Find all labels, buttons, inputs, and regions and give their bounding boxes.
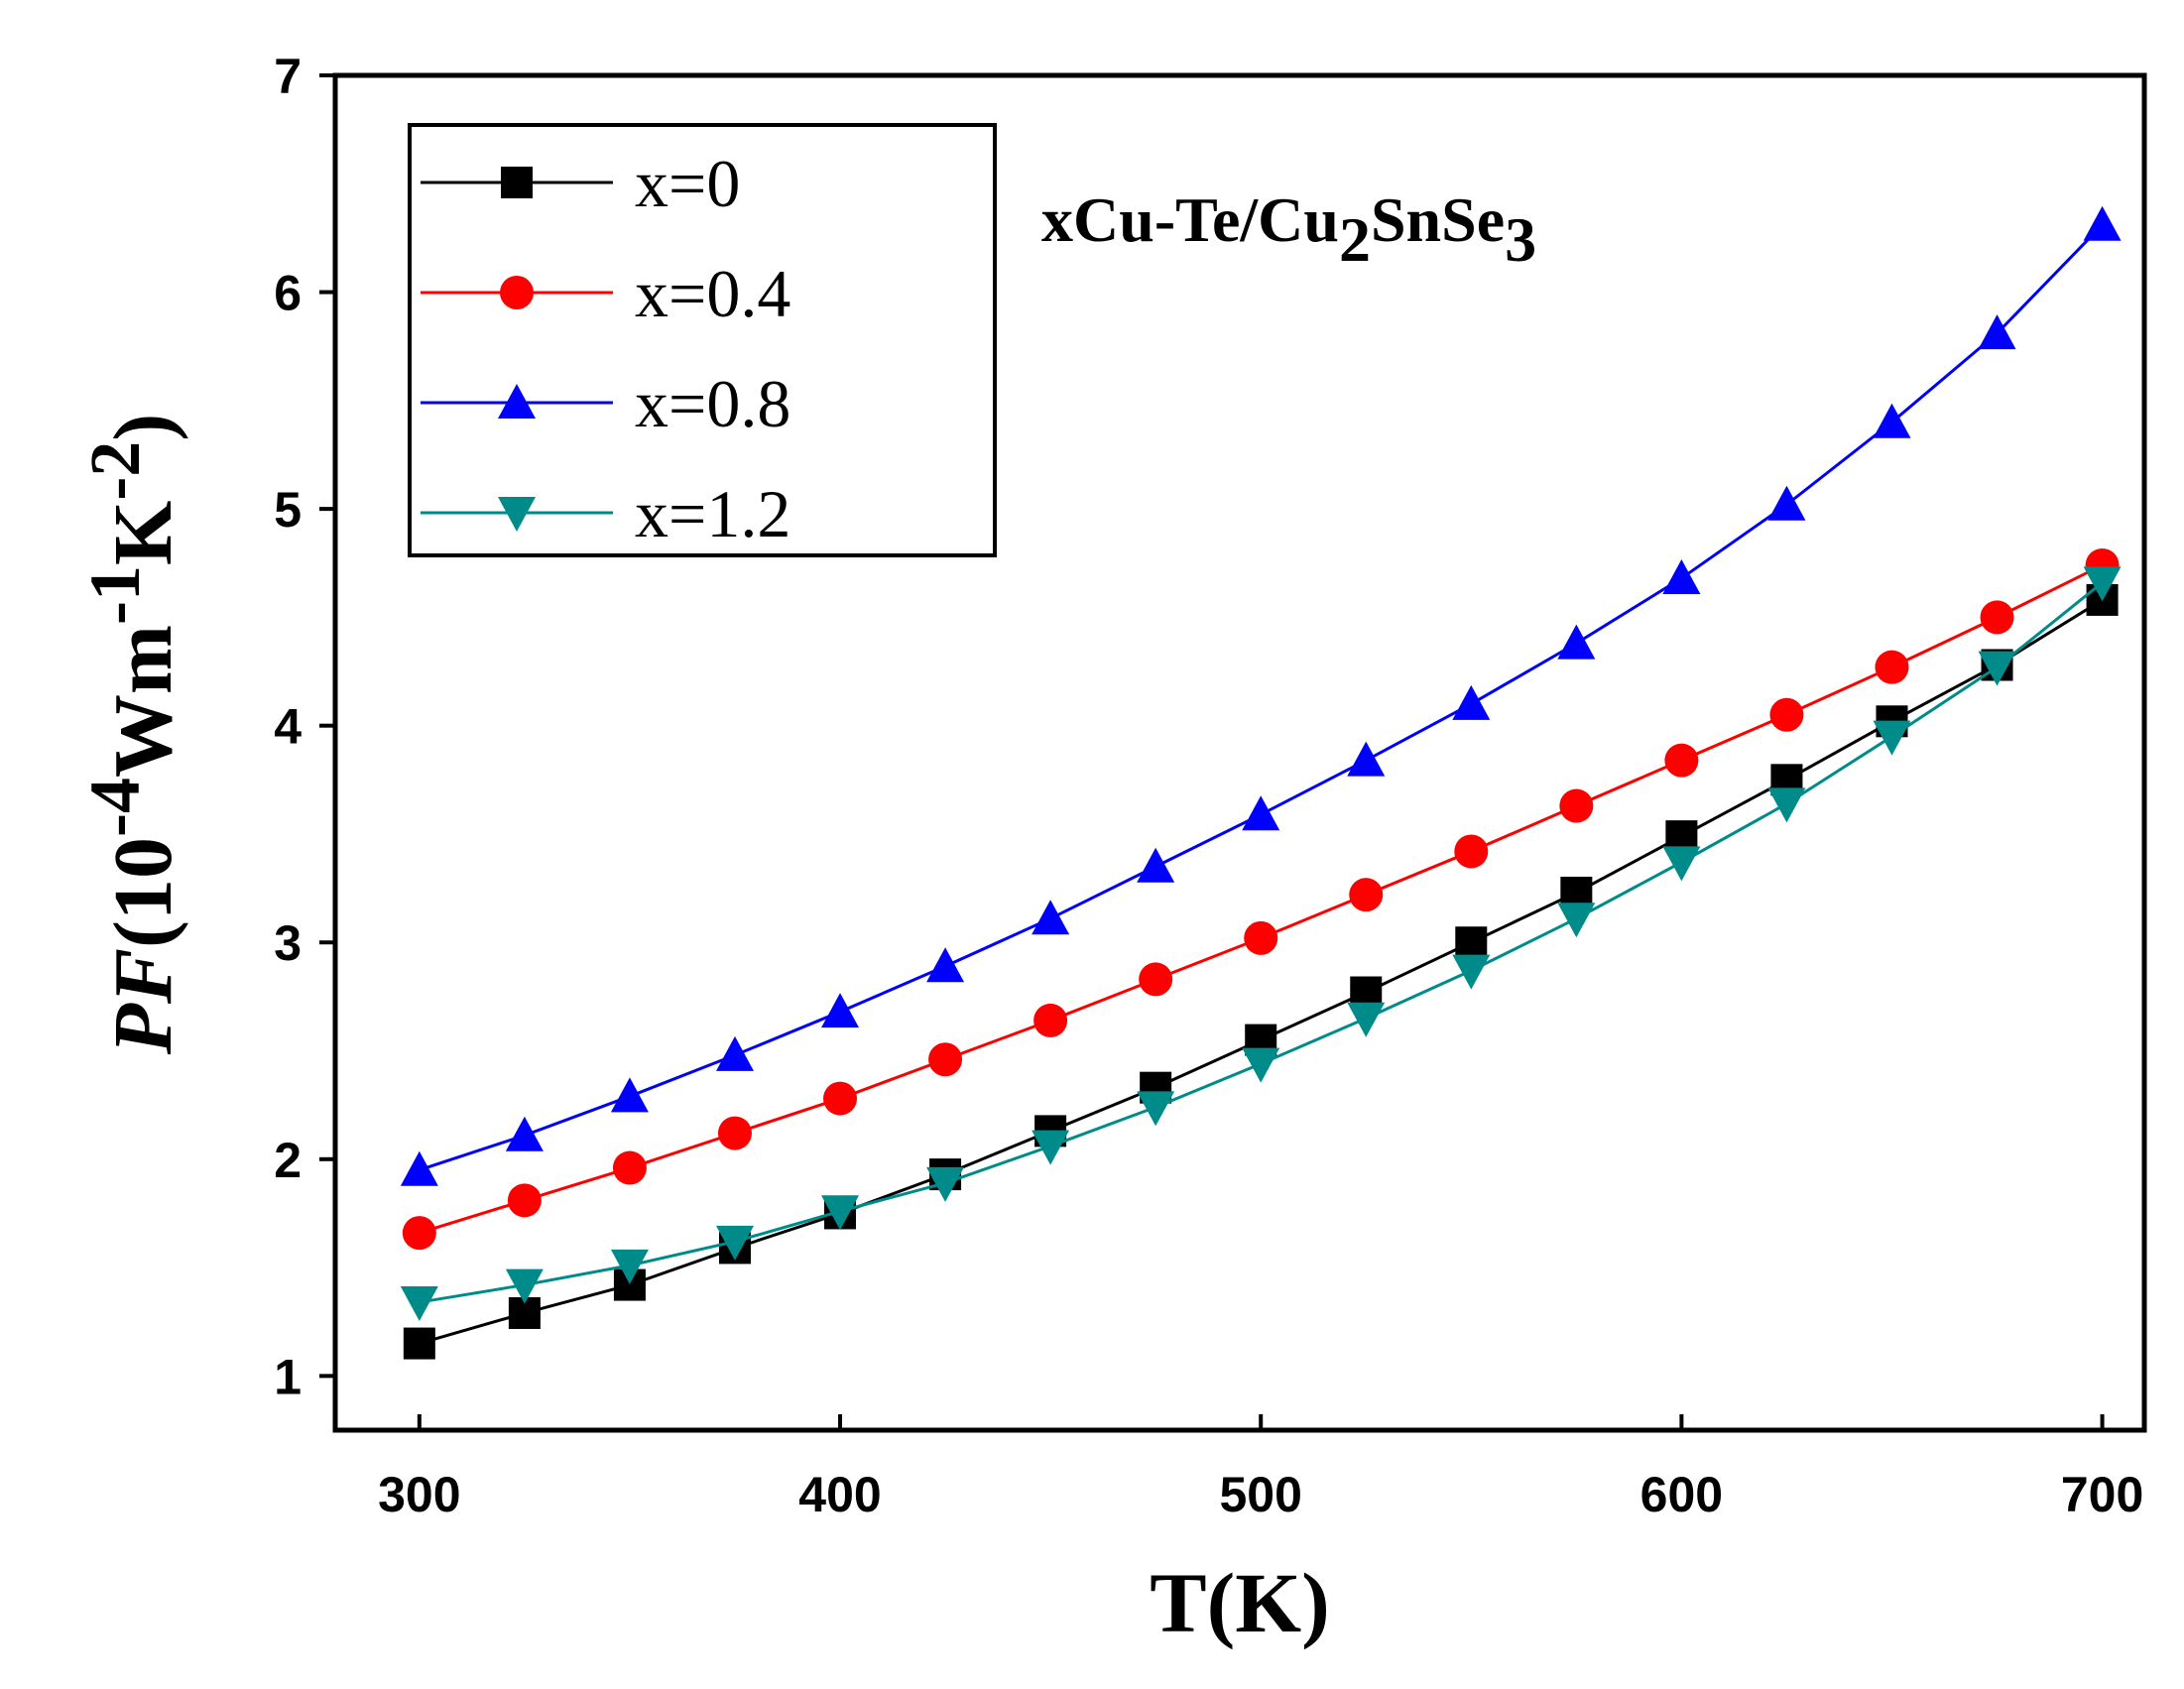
y-tick-label-5: 5: [274, 482, 302, 538]
y-title-superscript-3: -2: [75, 441, 155, 501]
data-point-x=1.2-550: [1452, 954, 1491, 990]
data-point-x=0.8-300: [400, 1150, 438, 1186]
data-point-x=1.2-650: [1873, 720, 1911, 756]
data-point-x=0.8-575: [1557, 624, 1596, 660]
legend-marker-x=0: [501, 167, 533, 198]
data-point-x=0.4-500: [1244, 920, 1278, 955]
data-point-x=0.4-375: [717, 1116, 752, 1150]
data-point-x=0.8-700: [2083, 205, 2122, 241]
data-point-x=0.4-675: [1980, 600, 2014, 635]
data-point-x=0.8-375: [715, 1035, 754, 1071]
data-point-x=0.8-650: [1873, 403, 1911, 438]
annotation-subscript-2: 3: [1505, 204, 1536, 275]
data-point-x=1.2-625: [1767, 787, 1806, 823]
data-point-x=0.8-400: [821, 993, 860, 1028]
legend-marker-x=0.8: [498, 384, 536, 419]
data-point-x=1.2-575: [1557, 903, 1596, 938]
data-point-x=1.2-350: [610, 1249, 649, 1284]
data-point-x=0.4-425: [928, 1042, 963, 1077]
y-tick-label-4: 4: [274, 699, 302, 755]
data-point-x=0.4-575: [1559, 788, 1594, 823]
y-tick-label-2: 2: [274, 1133, 302, 1188]
data-point-x=1.2-600: [1662, 846, 1701, 882]
axis-ticks: 300 400 500 600 700 1 2 3 4 5 6 7: [274, 49, 2143, 1522]
data-point-x=0.8-625: [1767, 485, 1806, 521]
legend-marker-x=1.2: [498, 497, 536, 532]
x-tick-label-300: 300: [378, 1467, 460, 1522]
data-point-x=1.2-500: [1242, 1047, 1280, 1083]
x-tick-label-500: 500: [1219, 1467, 1301, 1522]
data-point-x=0.4-350: [612, 1150, 647, 1185]
legend-label-x=0.4: x=0.4: [635, 256, 790, 331]
annotation-subscript-1: 2: [1339, 204, 1371, 275]
data-point-x=1.2-450: [1031, 1130, 1070, 1165]
data-point-x=0.8-500: [1242, 795, 1280, 831]
data-point-x=0.4-300: [402, 1216, 436, 1251]
data-point-x=0.4-475: [1139, 962, 1173, 997]
y-axis-title: PF(10-4Wm-1K-2): [75, 414, 189, 1056]
series-x=0.8: [400, 205, 2122, 1186]
data-point-x=0.4-650: [1875, 650, 1909, 684]
x-axis-title: T(K): [1150, 1555, 1330, 1650]
data-point-x=0.4-325: [507, 1183, 542, 1218]
data-point-x=1.2-425: [926, 1166, 965, 1202]
data-point-x=0.4-450: [1033, 1003, 1068, 1037]
data-point-x=1.2-400: [821, 1195, 860, 1231]
legend-label-x=0: x=0: [635, 146, 740, 221]
series-x=0: [403, 583, 2119, 1360]
data-point-x=0.8-475: [1137, 847, 1175, 883]
x-tick-label-600: 600: [1640, 1467, 1723, 1522]
y-title-superscript-2: -1: [75, 565, 155, 625]
legend-label-x=1.2: x=1.2: [635, 476, 790, 551]
data-point-x=0.8-675: [1978, 314, 2016, 350]
data-point-x=1.2-475: [1137, 1091, 1175, 1127]
y-tick-label-1: 1: [274, 1349, 302, 1404]
data-point-x=0.8-450: [1031, 900, 1070, 935]
y-tick-label-7: 7: [274, 49, 302, 104]
data-point-x=0-300: [403, 1327, 435, 1360]
y-tick-label-3: 3: [274, 915, 302, 971]
legend-label-x=0.8: x=0.8: [635, 366, 790, 441]
data-point-x=1.2-300: [400, 1286, 438, 1322]
data-point-x=0.4-600: [1664, 743, 1699, 778]
y-tick-label-6: 6: [274, 266, 302, 321]
y-title-superscript-1: -4: [75, 778, 155, 837]
chart-annotation: xCu-Te/Cu2SnSe3: [1041, 184, 1536, 275]
data-point-x=0-550: [1455, 926, 1488, 959]
data-point-x=0.8-550: [1452, 684, 1491, 720]
data-point-x=0.8-325: [505, 1116, 544, 1151]
x-tick-label-400: 400: [798, 1467, 881, 1522]
data-point-x=0.4-525: [1349, 878, 1384, 912]
data-point-x=0.8-600: [1662, 559, 1701, 595]
data-point-x=0.4-625: [1769, 697, 1804, 732]
data-point-x=1.2-325: [505, 1268, 544, 1304]
plot-frame: [332, 72, 2147, 1433]
data-point-x=1.2-525: [1347, 1002, 1386, 1037]
data-point-x=1.2-375: [715, 1225, 754, 1261]
data-point-x=1.2-700: [2083, 566, 2122, 602]
series-line-x=0.4: [419, 563, 2104, 1235]
data-point-x=0.4-550: [1454, 834, 1489, 869]
legend-marker-x=0.4: [500, 276, 534, 309]
data-point-x=0.8-350: [610, 1077, 649, 1113]
data-point-x=1.2-675: [1978, 651, 2016, 686]
series-group: [400, 205, 2122, 1360]
legend: x=0 x=0.4 x=0.8 x=1.2: [408, 123, 997, 557]
series-x=0.4: [402, 547, 2120, 1251]
series-x=1.2: [400, 566, 2122, 1322]
data-point-x=0.8-425: [926, 947, 965, 983]
x-tick-label-700: 700: [2061, 1467, 2143, 1522]
series-line-x=0: [419, 598, 2104, 1346]
data-point-x=0.8-525: [1347, 741, 1386, 777]
data-point-x=0.4-400: [823, 1081, 858, 1116]
